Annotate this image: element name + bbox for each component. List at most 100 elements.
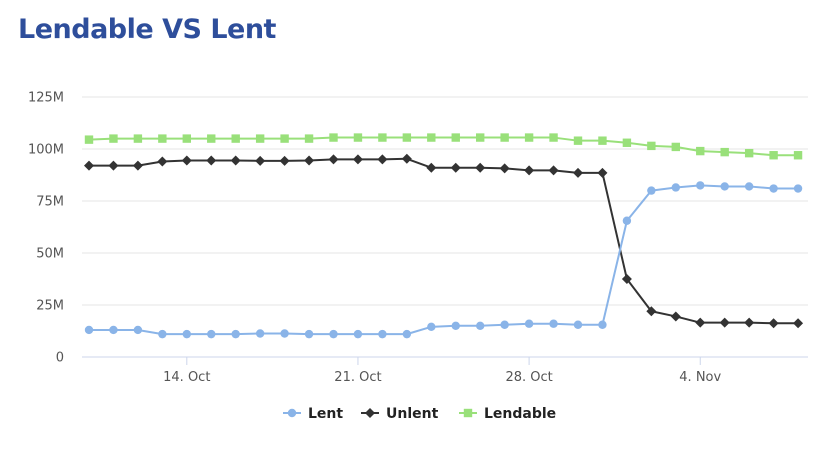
unlent-point	[304, 155, 315, 166]
lent-point	[255, 329, 265, 338]
legend-marker	[463, 408, 473, 418]
lendable-point	[207, 134, 216, 143]
unlent-point	[181, 155, 192, 166]
lent-point	[524, 319, 534, 328]
x-axis: 14. Oct 21. Oct 28. Oct 4. Nov	[163, 357, 722, 385]
lendable-line	[88, 136, 799, 157]
unlent-point	[377, 154, 388, 165]
legend-item-unlent[interactable]: Unlent	[361, 406, 439, 422]
lendable-point	[84, 135, 94, 144]
lent-point	[329, 329, 338, 339]
lent-point	[231, 329, 240, 339]
unlent-point	[279, 155, 290, 166]
lent-point	[158, 329, 167, 339]
lent-point	[598, 320, 607, 329]
unlent-point	[328, 154, 339, 165]
unlent-point	[499, 163, 510, 174]
lendable-point	[109, 134, 118, 143]
lent-point	[744, 182, 754, 191]
series-group	[84, 133, 804, 339]
lendable-point	[500, 133, 509, 142]
lent-point	[353, 329, 363, 339]
lendable-point	[255, 134, 265, 143]
lent-point	[109, 325, 118, 335]
legend-item-lent[interactable]: Lent	[283, 406, 343, 422]
lent-point	[769, 184, 778, 193]
lendable-point	[647, 141, 656, 151]
unlent-point	[108, 160, 119, 171]
unlent-point	[793, 318, 804, 329]
lent-line	[89, 184, 799, 336]
x-tick-label: 21. Oct	[334, 370, 381, 385]
lent-point	[133, 325, 143, 335]
y-tick-label: 0	[56, 351, 64, 366]
lent-point	[696, 181, 705, 190]
lendable-point	[549, 133, 558, 142]
unlent-point	[719, 317, 730, 328]
unlent-point	[157, 156, 168, 167]
unlent-point	[768, 318, 779, 329]
legend-item-lendable[interactable]: Lendable	[459, 406, 556, 422]
lendable-point	[304, 134, 314, 143]
lent-point	[451, 321, 460, 330]
legend-label: Lent	[308, 406, 343, 422]
lendable-point	[427, 133, 436, 142]
lent-point	[549, 319, 558, 328]
unlent-point	[206, 155, 217, 166]
lendable-point	[231, 134, 240, 143]
lendable-point	[133, 134, 143, 143]
lent-point	[476, 321, 485, 330]
lendable-point	[573, 136, 583, 145]
legend-label: Lendable	[484, 406, 556, 422]
lent-point	[182, 329, 191, 339]
lent-point	[500, 320, 509, 329]
legend-marker	[287, 408, 297, 418]
unlent-point	[646, 306, 657, 317]
x-tick-label: 4. Nov	[679, 370, 721, 385]
y-tick-label: 100M	[28, 143, 64, 158]
legend-label: Unlent	[386, 406, 439, 422]
y-tick-label: 125M	[28, 91, 64, 106]
lendable-point	[280, 134, 289, 143]
unlent-line	[89, 157, 799, 325]
lendable-point	[378, 133, 387, 142]
lent-point	[671, 183, 680, 192]
unlent-point	[573, 167, 583, 178]
lent-point	[280, 329, 289, 338]
unlent-point	[401, 153, 412, 164]
lent-point	[402, 329, 412, 339]
lendable-point	[329, 133, 338, 142]
lendable-point	[353, 133, 363, 142]
unlent-point	[450, 162, 461, 173]
unlent-point	[621, 274, 632, 284]
lent-point	[304, 329, 314, 339]
lendable-point	[182, 134, 191, 143]
unlent-point	[84, 160, 94, 171]
chart-title: Lendable VS Lent	[18, 14, 276, 45]
x-tick-label: 28. Oct	[505, 370, 552, 385]
lendable-point	[402, 133, 412, 142]
unlent-point	[670, 311, 681, 322]
lendable-point	[744, 148, 754, 158]
lendable-point	[696, 146, 705, 156]
lendable-point	[622, 138, 632, 147]
lent-point	[720, 182, 729, 191]
unlent-point	[744, 317, 755, 328]
lent-point	[378, 329, 387, 339]
lent-point	[84, 325, 94, 335]
unlent-point	[524, 165, 535, 176]
unlent-point	[230, 155, 241, 166]
lendable-point	[598, 136, 607, 145]
grid-lines	[82, 96, 808, 358]
lent-point	[622, 216, 632, 225]
lent-point	[207, 329, 216, 339]
legend-marker	[365, 408, 375, 418]
lendable-point	[158, 134, 167, 143]
lendable-point	[720, 147, 729, 157]
legend[interactable]: Lent Unlent Lendable	[283, 406, 556, 422]
lendable-point	[476, 133, 485, 142]
lent-point	[793, 184, 803, 193]
y-tick-label: 25M	[36, 299, 64, 314]
lendable-point	[793, 151, 803, 160]
